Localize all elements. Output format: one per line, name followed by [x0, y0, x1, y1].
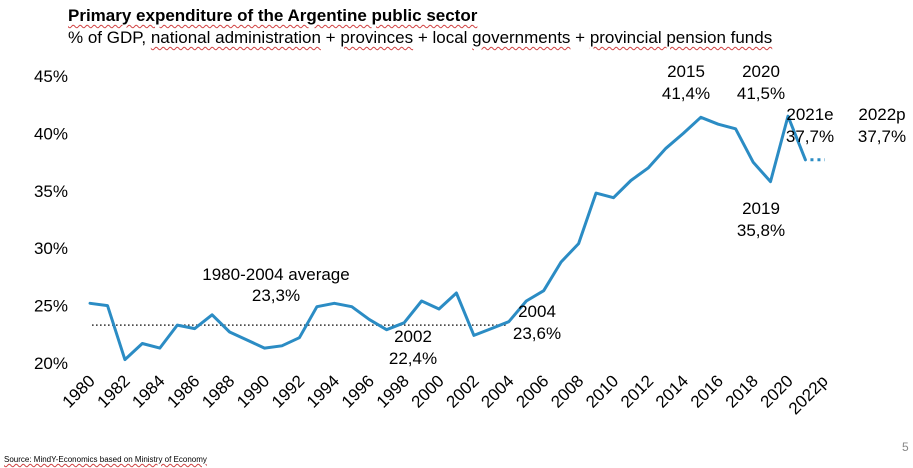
x-tick-label: 1998	[373, 371, 413, 411]
subtitle-part: +	[570, 28, 590, 47]
subtitle-part: national administration	[150, 28, 321, 47]
x-tick-label: 2022p	[785, 371, 832, 418]
annotation-value-y2020: 41,5%	[737, 84, 785, 103]
subtitle-part: + local	[413, 28, 473, 47]
x-tick-label: 1992	[268, 371, 308, 411]
series-line-expenditure	[88, 114, 807, 362]
x-tick-label: 1988	[198, 371, 238, 411]
annotation-label-y2019: 2019	[742, 199, 780, 218]
x-tick-label: 2004	[477, 371, 517, 411]
chart-title: Primary expenditure of the Argentine pub…	[68, 6, 478, 25]
subtitle-part: provinces	[340, 28, 414, 47]
x-tick-label: 2008	[547, 371, 587, 411]
annotation-value-avg: 23,3%	[252, 286, 300, 305]
x-tick-label: 1990	[233, 371, 273, 411]
annotation-label-y2015: 2015	[667, 62, 705, 81]
annotation-label-y2020: 2020	[742, 62, 780, 81]
y-tick-label: 40%	[34, 124, 68, 143]
x-tick-label: 2014	[652, 371, 692, 411]
annotation-label-y2004: 2004	[518, 302, 556, 321]
subtitle-part: % of GDP,	[68, 28, 151, 47]
annotation-label-y2002: 2002	[394, 327, 432, 346]
x-tick-label: 1996	[338, 371, 378, 411]
y-tick-label: 30%	[34, 239, 68, 258]
x-tick-label: 1984	[128, 371, 168, 411]
y-tick-label: 45%	[34, 67, 68, 86]
annotation-value-y2022: 37,7%	[858, 127, 906, 146]
annotation-label-y2022: 2022p	[858, 105, 905, 124]
x-tick-label: 1994	[303, 371, 343, 411]
x-tick-label: 1986	[163, 371, 203, 411]
subtitle-part: +	[320, 28, 341, 47]
x-tick-label: 2018	[722, 371, 762, 411]
annotation-value-y2015: 41,4%	[662, 84, 710, 103]
x-tick-label: 2016	[687, 371, 727, 411]
chart-subtitle: % of GDP, national administration + prov…	[68, 28, 772, 48]
annotation-value-y2004: 23,6%	[513, 324, 561, 343]
x-tick-label: 2010	[582, 371, 622, 411]
x-tick-label: 2006	[512, 371, 552, 411]
y-tick-label: 35%	[34, 182, 68, 201]
annotation-label-y2021: 2021e	[786, 105, 833, 124]
subtitle-part: governments	[472, 28, 571, 47]
x-tick-label: 2002	[443, 371, 483, 411]
x-tick-label: 2000	[408, 371, 448, 411]
subtitle-part: provincial pension funds	[589, 28, 773, 47]
y-tick-label: 25%	[34, 297, 68, 316]
page-number: 5	[902, 440, 909, 454]
annotation-value-y2002: 22,4%	[389, 349, 437, 368]
source-note: Source: MindY-Economics based on Ministr…	[4, 455, 207, 464]
y-tick-label: 20%	[34, 354, 68, 373]
annotation-value-y2021: 37,7%	[786, 127, 834, 146]
annotation-label-avg: 1980-2004 average	[202, 265, 349, 284]
x-tick-label: 2012	[617, 371, 657, 411]
annotation-value-y2019: 35,8%	[737, 221, 785, 240]
x-tick-label: 1980	[59, 371, 99, 411]
x-tick-label: 1982	[94, 371, 134, 411]
